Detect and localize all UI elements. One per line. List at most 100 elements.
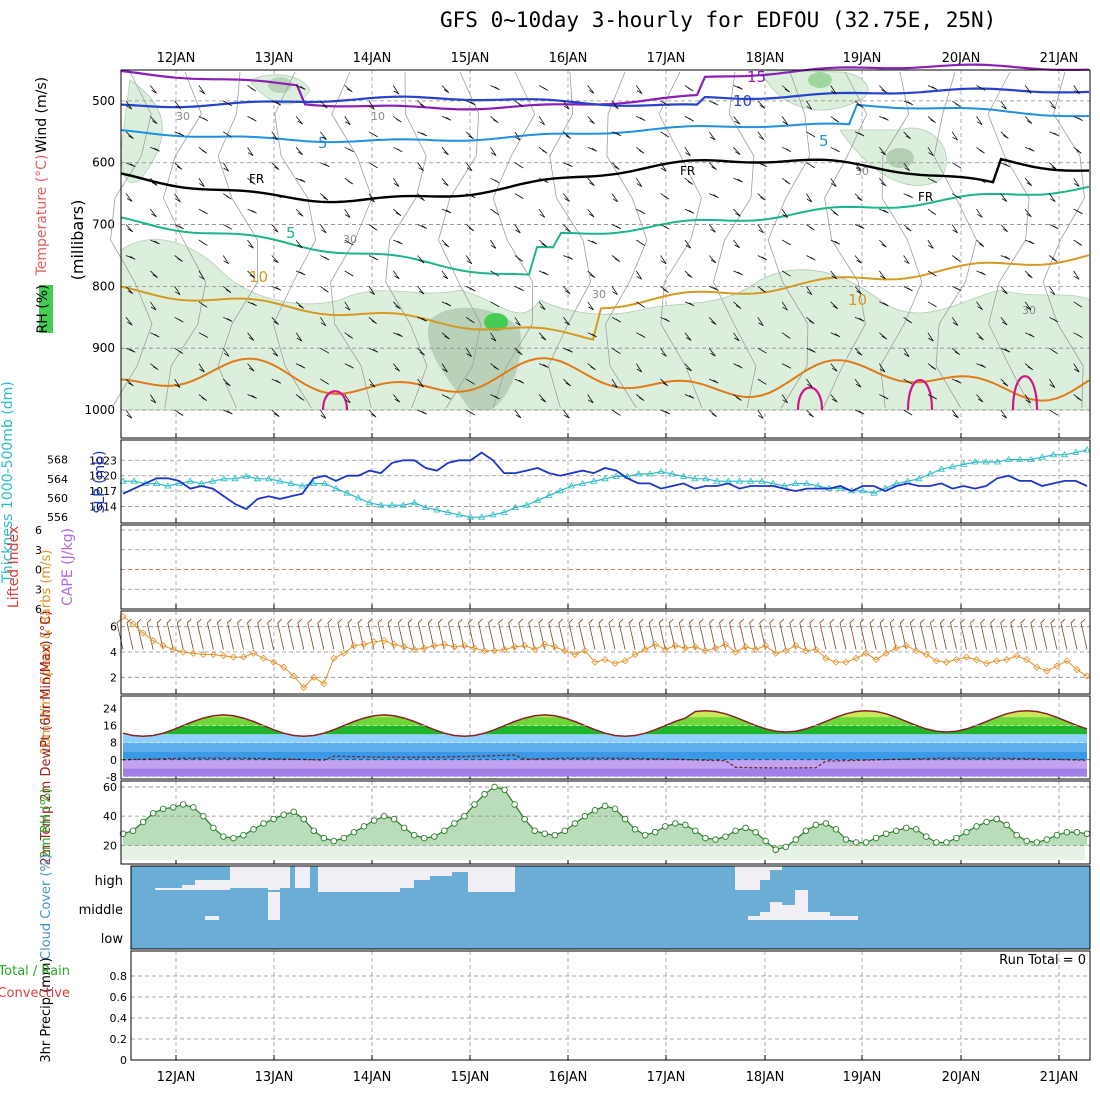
wind-barb [271, 347, 279, 357]
wind-barb [733, 116, 741, 125]
rh-shading-core [484, 313, 508, 331]
wind-barb [125, 255, 136, 260]
thickness-point [634, 470, 643, 477]
rh2m-point [832, 826, 840, 833]
wind-barb [247, 270, 255, 279]
wind-barb [587, 177, 595, 186]
wind-barb [830, 85, 837, 95]
wind-barb [660, 378, 669, 387]
wind-tick-label: 4 [110, 646, 117, 659]
wind-barb [660, 316, 670, 322]
wind-barb [247, 85, 257, 92]
wind-barb [903, 409, 913, 416]
temp-line [122, 709, 1088, 738]
wind-barb [563, 162, 573, 168]
wind-barb [854, 316, 865, 322]
wind10-point [340, 649, 348, 657]
rh2m-point [621, 815, 629, 823]
rh2m-point [662, 823, 669, 830]
wind10-barb [578, 618, 586, 650]
wind-barb [563, 131, 572, 139]
thickness-point [803, 479, 811, 486]
wind-barb [684, 301, 695, 307]
wind-barb [465, 224, 475, 232]
wind-barb [174, 224, 184, 230]
rh2m-point [973, 823, 980, 830]
rh2m-point [762, 837, 769, 845]
wind-barb [903, 224, 912, 232]
rh2m-point [330, 837, 338, 845]
rh2m-point [179, 801, 187, 808]
wind-barb [465, 131, 474, 140]
wind-barb [708, 224, 716, 233]
day-label-bottom: 13JAN [255, 1070, 294, 1085]
wind-barb [976, 208, 983, 218]
thickness-point [791, 479, 800, 486]
wind10-point [962, 653, 971, 661]
temp-contour-plus20 [796, 386, 824, 411]
rh2m-point [240, 831, 247, 839]
wind10-barb [608, 618, 616, 650]
rh2m-point [501, 786, 508, 794]
wind-barb [757, 255, 768, 261]
wind-barb [490, 85, 500, 91]
wind-barb [806, 316, 815, 324]
wind10-point [862, 649, 870, 657]
wind-barb [733, 85, 743, 90]
rh2m-point [250, 826, 257, 833]
rh2m-point [149, 809, 157, 817]
wind-barb [903, 378, 913, 385]
wind10-barb [317, 618, 325, 650]
wind-barb [1073, 394, 1082, 401]
cloud-tick-label: high [95, 874, 123, 889]
temp-contour-plus5 [120, 185, 1090, 276]
wind10-point [581, 647, 589, 655]
wind10-barb [759, 618, 767, 650]
rh2m-base [121, 845, 1085, 860]
wind10-barb [628, 618, 636, 650]
rh-isoline [1042, 71, 1085, 409]
wind-barb [368, 316, 377, 325]
cloud-mid-gap [770, 902, 782, 920]
wind-barb [198, 363, 205, 373]
wind-barb [150, 177, 158, 186]
wind10-point [410, 645, 418, 654]
thickness-label: Thickness 1000-500mb (dm) [0, 381, 16, 583]
rh2m-point [210, 824, 217, 832]
wind-barb [903, 131, 911, 140]
wind-barb [733, 270, 743, 276]
day-label-top: 19JAN [843, 51, 882, 66]
temp-band [123, 768, 1087, 777]
wind-barb [1024, 85, 1032, 94]
wind10-barb [488, 618, 495, 650]
day-label-bottom: 18JAN [746, 1070, 785, 1085]
rh-isoline [438, 71, 482, 409]
wind-barb [1024, 208, 1032, 218]
rh2m-point [742, 824, 749, 832]
wind-barb [295, 116, 303, 125]
wind10-barb [417, 618, 425, 650]
wind-barb [247, 394, 257, 399]
wind-barb [222, 378, 231, 387]
wind-barb [465, 347, 472, 357]
wind10-barb [176, 618, 184, 650]
wind-barb [1049, 193, 1056, 203]
wind-barb [222, 255, 230, 265]
wind-barb [830, 177, 837, 187]
rh-isoline [217, 71, 259, 409]
wind-barb [1000, 347, 1011, 353]
wind-barb [684, 270, 693, 279]
wind10-barb [357, 618, 365, 650]
temp-contour-plus20 [1011, 375, 1039, 411]
wind-barb [927, 332, 934, 342]
rh-shading-dark [268, 77, 292, 93]
rh2m-point [260, 820, 267, 827]
wind10-barb [206, 618, 214, 650]
wind-barb [247, 177, 256, 185]
rh2m-point [521, 815, 528, 823]
wind-barb [295, 394, 305, 401]
rh-label: RH (%) [35, 285, 51, 334]
rh2m-point [230, 834, 237, 842]
temp-contour-10 [120, 87, 1090, 109]
wind-barb [174, 255, 183, 262]
